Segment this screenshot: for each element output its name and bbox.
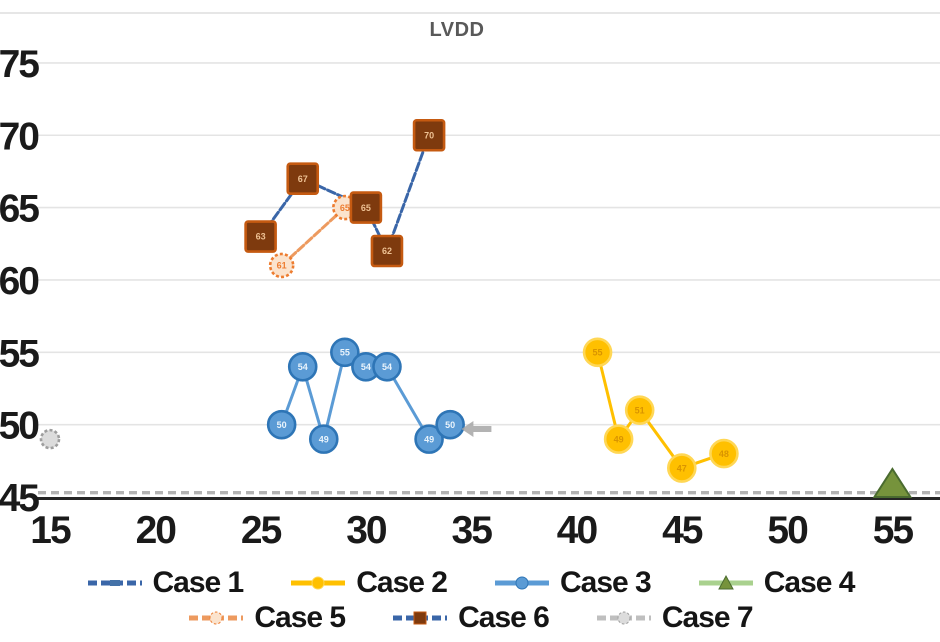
case-3-marker [414, 424, 444, 454]
x-tick-label-45: 45 [662, 509, 703, 552]
case-3-value-label: 54 [298, 362, 308, 372]
case-3-value-label: 54 [361, 362, 371, 372]
y-tick-label-65: 65 [0, 188, 39, 231]
case-6-marker [412, 118, 446, 152]
case-6-value-label: 70 [424, 130, 434, 140]
legend-label: Case 2 [356, 566, 448, 599]
series-line-case-5 [280, 206, 347, 267]
case-6-value-label: 67 [298, 174, 308, 184]
legend-sample-case-5-icon [189, 611, 244, 624]
x-tick-label-25: 25 [241, 509, 282, 552]
case-6-marker [349, 191, 383, 224]
case-7-marker [39, 428, 61, 450]
case-3-value-label: 50 [445, 420, 455, 430]
case-6-marker [370, 234, 404, 268]
case-2-marker [603, 424, 634, 454]
case-3-marker [266, 409, 297, 440]
case-2-value-label: 51 [635, 405, 645, 415]
y-tick-label-50: 50 [0, 405, 39, 448]
y-tick-label-55: 55 [0, 332, 39, 375]
legend-marker-icon [109, 579, 120, 586]
case-3-value-label: 49 [424, 434, 434, 444]
y-tick-label-60: 60 [0, 260, 39, 303]
case-2-marker [666, 453, 697, 483]
plot-area: 45 50 55 60 65 70 75 15 20 25 30 35 40 45 50 55 61 65 63 67… [0, 12, 940, 552]
case-5-value-label: 65 [340, 203, 350, 213]
legend-item-case-1: Case 1 [86, 566, 244, 599]
legend-label: Case 4 [763, 566, 856, 599]
legend-item-case-6: Case 6 [391, 601, 550, 634]
series-line-case-6 [259, 133, 431, 255]
chart-legend: Case 1 Case 2 Case 3 Case 4 Case 5 Case 6 Case… [0, 566, 940, 634]
case-5-marker [268, 252, 295, 279]
case-3-value-label: 49 [319, 434, 329, 444]
legend-label: Case 1 [152, 566, 245, 599]
case-6-value-label: 62 [382, 246, 392, 256]
case-2-value-label: 48 [719, 449, 729, 459]
x-tick-label-50: 50 [767, 509, 808, 552]
case-2-marker [624, 395, 655, 425]
case-3-marker [287, 351, 318, 382]
case-5-value-label: 61 [277, 261, 287, 271]
legend-sample-case-3-icon [495, 576, 549, 589]
case-3-marker [330, 337, 360, 368]
case-3-marker [308, 424, 339, 454]
case-3-marker [372, 351, 402, 382]
case-3-value-label: 55 [340, 348, 350, 358]
legend-item-case-2: Case 2 [289, 566, 448, 599]
case-2-marker [709, 438, 739, 469]
x-tick-label-55: 55 [873, 509, 914, 552]
legend-sample-case-6-icon [393, 611, 448, 624]
x-tick-label-30: 30 [346, 509, 387, 552]
case-6-marker [286, 162, 320, 195]
x-tick-label-35: 35 [452, 509, 493, 552]
legend-sample-case-1-icon [87, 579, 142, 586]
legend-marker-icon [617, 611, 631, 624]
legend-item-case-5: Case 5 [187, 601, 346, 634]
x-tick-label-40: 40 [557, 509, 598, 552]
legend-item-case-7: Case 7 [595, 601, 754, 634]
legend-row-2: Case 5 Case 6 Case 7 [187, 601, 754, 634]
case-6-marker [244, 220, 277, 253]
legend-label: Case 5 [254, 601, 346, 634]
legend-label: Case 6 [458, 601, 550, 634]
case-3-marker [435, 409, 465, 440]
case-2-value-label: 47 [677, 463, 687, 473]
case-3-value-label: 54 [382, 362, 392, 372]
legend-marker-icon [209, 611, 223, 624]
case-4-marker [872, 467, 913, 498]
y-tick-label-45: 45 [0, 477, 39, 520]
legend-marker-icon [311, 576, 325, 589]
legend-marker-icon [515, 576, 529, 589]
legend-item-case-4: Case 4 [697, 566, 855, 599]
y-tick-label-75: 75 [0, 43, 39, 86]
case-3-value-label: 50 [277, 420, 287, 430]
x-tick-label-20: 20 [136, 509, 177, 552]
legend-marker-icon [717, 574, 734, 589]
legend-marker-icon [413, 611, 427, 624]
legend-label: Case 3 [560, 566, 652, 599]
case-2-value-label: 55 [593, 348, 603, 358]
legend-sample-case-4-icon [698, 574, 753, 589]
case-2-value-label: 49 [614, 434, 624, 444]
legend-item-case-3: Case 3 [493, 566, 652, 599]
legend-label: Case 7 [661, 601, 754, 634]
case-6-value-label: 65 [361, 203, 371, 213]
case-2-marker [582, 337, 613, 368]
legend-sample-case-2-icon [291, 576, 346, 589]
case-6-value-label: 63 [256, 232, 266, 242]
y-tick-label-70: 70 [0, 115, 39, 158]
x-tick-label-15: 15 [30, 509, 71, 552]
legend-sample-case-7-icon [596, 611, 651, 624]
chart-title: LVDD [429, 19, 485, 41]
legend-row-1: Case 1 Case 2 Case 3 Case 4 [86, 566, 855, 599]
gray-arrow-marker [461, 420, 492, 437]
